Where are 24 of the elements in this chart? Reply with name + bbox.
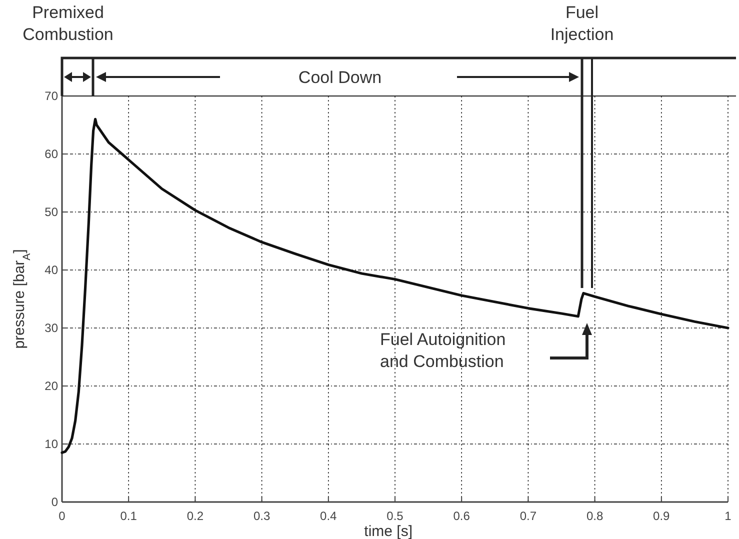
y-tick-label: 50 bbox=[44, 205, 58, 219]
y-tick-label: 20 bbox=[44, 379, 58, 393]
x-tick-label: 0.3 bbox=[253, 509, 270, 523]
x-tick-label: 0.8 bbox=[586, 509, 604, 523]
x-tick-label: 0.5 bbox=[386, 509, 404, 523]
line-series bbox=[60, 118, 730, 454]
y-tick-label: 60 bbox=[44, 147, 58, 161]
annotation: Fuel Autoignition and Combustion bbox=[380, 330, 506, 371]
text: Cool Down bbox=[298, 68, 382, 87]
y-tick-label: 0 bbox=[51, 495, 58, 509]
text: Fuel Injection bbox=[550, 3, 614, 44]
x-tick-label: 1 bbox=[724, 509, 732, 523]
y-tick-label: 70 bbox=[44, 89, 58, 103]
y-tick-label: 10 bbox=[44, 437, 58, 451]
x-tick-label: 0.2 bbox=[186, 509, 204, 523]
x-tick-label: 0.9 bbox=[653, 509, 670, 523]
x-tick-label: 0.4 bbox=[320, 509, 338, 523]
x-axis-title: time [s] bbox=[364, 523, 413, 539]
x-tick-label: 0.6 bbox=[453, 509, 470, 523]
y-tick-label: 30 bbox=[44, 321, 58, 335]
x-tick-label: 0.7 bbox=[520, 509, 537, 523]
x-tick-label: 0.1 bbox=[120, 509, 138, 523]
y-tick-label: 40 bbox=[44, 263, 58, 277]
text: Premixed Combustion bbox=[22, 3, 114, 44]
